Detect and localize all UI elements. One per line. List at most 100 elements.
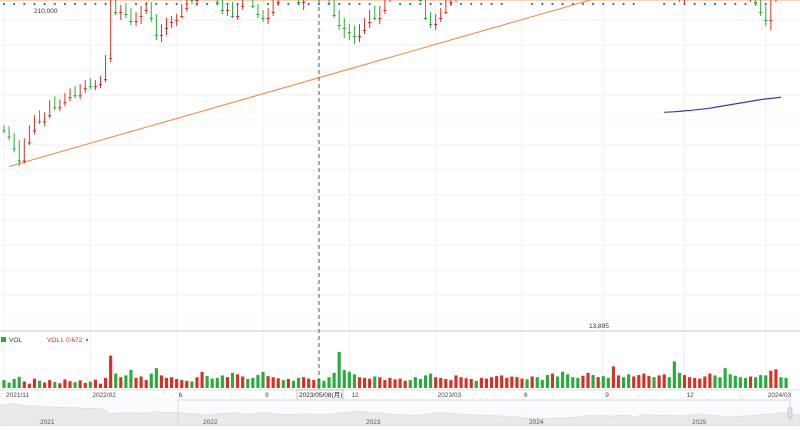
candle-body [17,160,21,162]
volume-bar [718,377,722,388]
candle-body [88,86,92,88]
candle-body [93,86,97,88]
volume-bar [302,377,306,388]
volume-bar [774,369,778,388]
marker-dot [338,2,341,6]
volume-bar [525,379,529,388]
grid [0,0,800,390]
volume-bar [378,377,382,388]
moving-average-line [664,96,782,113]
marker-dot [165,2,168,6]
candle-body [251,5,255,7]
volume-bar [393,379,397,388]
candle-body [357,36,362,38]
volume-bar [296,377,301,388]
candle-body [296,1,301,3]
volume-bar [535,377,539,388]
moving-average [664,96,782,113]
candle-body [373,17,377,19]
volume-bar [515,377,519,388]
volume-bar [561,371,565,388]
marker-dot [73,2,77,6]
volume-bar [545,375,549,388]
volume-bar [256,375,260,388]
volume-bar [200,371,204,388]
marker-dot [561,2,564,6]
volume-bar [398,378,402,388]
candle-body [266,17,270,19]
candle-body [215,1,219,3]
candle-body [78,95,82,97]
navigator-year-labels: 2021 2022 2023 2024 2025 [36,412,707,426]
candle-body [175,20,179,21]
marker-dot [287,2,290,6]
volume-bar [225,377,230,388]
candle-body [43,121,47,123]
candle-body [256,13,260,15]
marker-dot [703,2,706,6]
volume-bar [327,377,331,388]
x-axis-tick-label: 2024/03 [768,392,792,399]
volume-bar [500,375,504,388]
volume-bar [693,377,697,388]
marker-dot [2,2,6,6]
marker-dot [470,2,473,6]
volume-bar [754,377,758,388]
x-axis-tick-label: 2023/03 [438,392,462,399]
volume-bar [175,379,179,388]
volume-bar [733,375,737,388]
volume-bar [159,375,164,388]
candle-body [63,102,67,104]
volume-bar [403,380,407,388]
candle-body [225,9,230,11]
marker-dot [84,2,87,6]
volume-bar [728,374,732,388]
volume-bar [12,379,16,388]
marker-dot [622,2,625,6]
volume-bar [2,380,6,388]
marker-dot [419,2,422,6]
volume-bar [352,374,356,388]
price-annotations: 210,000 13,895 [34,8,609,330]
volume-bar [621,377,626,388]
candle-body [383,9,387,11]
candle-body [83,88,87,90]
volume-bar [632,376,636,388]
navigator-handle[interactable] [787,407,793,419]
volume-bar [109,355,113,388]
volume-bar [566,374,570,388]
volume-bar [119,377,123,388]
volume-bar [764,375,768,388]
candle-body [53,107,57,109]
candle-body [124,13,128,15]
volume-bar [205,376,209,388]
crosshair-date-label: 2023/05/08(月) [299,391,342,399]
marker-dot [490,2,493,6]
volume-bar [576,377,580,388]
volume-bar [637,375,641,388]
trendline [8,0,593,167]
volume-bar [484,378,489,388]
volume-bar [769,370,773,388]
volume-bar [195,377,199,388]
candle-body [764,20,768,21]
candle-body [220,9,224,11]
volume-bar [677,372,682,388]
candle-body [22,160,26,162]
volume-bar [469,379,473,388]
candle-body [444,11,448,13]
volume-bar [672,361,676,388]
candle-body [423,17,428,19]
volume-bar [652,377,656,388]
x-axis-tick-label: 6 [179,392,183,399]
volume-bar [429,373,433,388]
volume-bar [32,378,37,388]
volume-bar [439,377,443,388]
volume-bar [495,376,499,388]
navigator-overview[interactable]: 2021 2022 2023 2024 2025 [0,399,800,427]
volume-bar [266,376,270,388]
volume-bar [591,375,595,388]
candle-body [68,97,72,99]
